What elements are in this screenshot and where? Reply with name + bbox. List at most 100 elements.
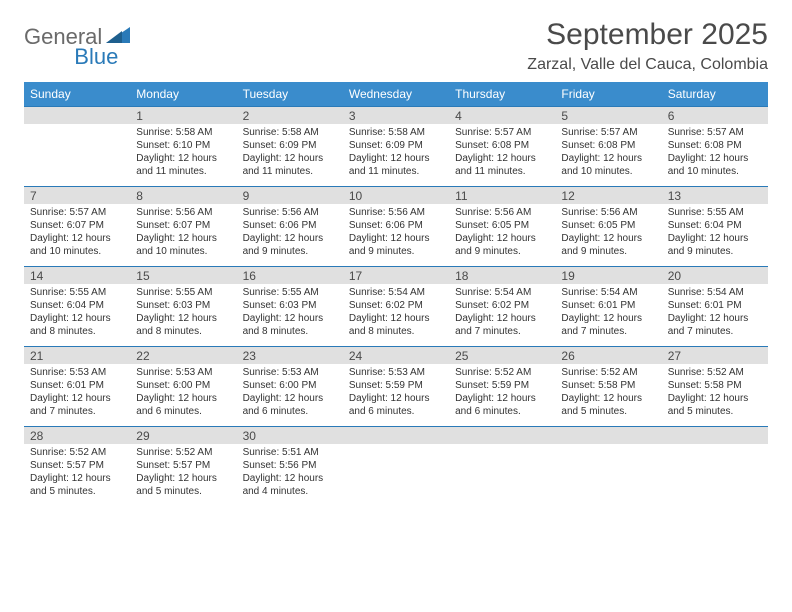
day-details: Sunrise: 5:54 AMSunset: 6:02 PMDaylight:… [449, 284, 555, 346]
day-details: Sunrise: 5:55 AMSunset: 6:04 PMDaylight:… [662, 204, 768, 266]
calendar-day-cell [662, 426, 768, 506]
calendar-day-cell: 23Sunrise: 5:53 AMSunset: 6:00 PMDayligh… [237, 346, 343, 426]
day-number: 21 [24, 346, 130, 364]
day-number-empty [662, 426, 768, 444]
weekday-header-row: SundayMondayTuesdayWednesdayThursdayFrid… [24, 82, 768, 106]
day-number: 24 [343, 346, 449, 364]
day-details: Sunrise: 5:56 AMSunset: 6:06 PMDaylight:… [343, 204, 449, 266]
calendar-week-row: 14Sunrise: 5:55 AMSunset: 6:04 PMDayligh… [24, 266, 768, 346]
day-number: 23 [237, 346, 343, 364]
calendar-day-cell: 5Sunrise: 5:57 AMSunset: 6:08 PMDaylight… [555, 106, 661, 186]
weekday-header: Friday [555, 82, 661, 106]
day-number: 7 [24, 186, 130, 204]
day-details: Sunrise: 5:52 AMSunset: 5:59 PMDaylight:… [449, 364, 555, 426]
day-details: Sunrise: 5:58 AMSunset: 6:09 PMDaylight:… [343, 124, 449, 186]
day-number: 15 [130, 266, 236, 284]
calendar-day-cell: 28Sunrise: 5:52 AMSunset: 5:57 PMDayligh… [24, 426, 130, 506]
calendar-day-cell: 12Sunrise: 5:56 AMSunset: 6:05 PMDayligh… [555, 186, 661, 266]
calendar-day-cell: 30Sunrise: 5:51 AMSunset: 5:56 PMDayligh… [237, 426, 343, 506]
calendar-day-cell: 10Sunrise: 5:56 AMSunset: 6:06 PMDayligh… [343, 186, 449, 266]
calendar-day-cell: 21Sunrise: 5:53 AMSunset: 6:01 PMDayligh… [24, 346, 130, 426]
calendar-body: 1Sunrise: 5:58 AMSunset: 6:10 PMDaylight… [24, 106, 768, 506]
day-details: Sunrise: 5:54 AMSunset: 6:01 PMDaylight:… [555, 284, 661, 346]
day-details: Sunrise: 5:56 AMSunset: 6:07 PMDaylight:… [130, 204, 236, 266]
day-details: Sunrise: 5:52 AMSunset: 5:58 PMDaylight:… [662, 364, 768, 426]
calendar-week-row: 7Sunrise: 5:57 AMSunset: 6:07 PMDaylight… [24, 186, 768, 266]
day-details: Sunrise: 5:53 AMSunset: 6:00 PMDaylight:… [130, 364, 236, 426]
calendar-week-row: 1Sunrise: 5:58 AMSunset: 6:10 PMDaylight… [24, 106, 768, 186]
calendar-day-cell: 7Sunrise: 5:57 AMSunset: 6:07 PMDaylight… [24, 186, 130, 266]
calendar-day-cell: 3Sunrise: 5:58 AMSunset: 6:09 PMDaylight… [343, 106, 449, 186]
day-text-empty [449, 444, 555, 504]
calendar-day-cell: 29Sunrise: 5:52 AMSunset: 5:57 PMDayligh… [130, 426, 236, 506]
calendar-day-cell: 18Sunrise: 5:54 AMSunset: 6:02 PMDayligh… [449, 266, 555, 346]
day-details: Sunrise: 5:57 AMSunset: 6:07 PMDaylight:… [24, 204, 130, 266]
weekday-header: Sunday [24, 82, 130, 106]
day-details: Sunrise: 5:55 AMSunset: 6:04 PMDaylight:… [24, 284, 130, 346]
day-number: 11 [449, 186, 555, 204]
calendar-day-cell [343, 426, 449, 506]
day-number: 14 [24, 266, 130, 284]
day-details: Sunrise: 5:57 AMSunset: 6:08 PMDaylight:… [662, 124, 768, 186]
calendar-day-cell: 24Sunrise: 5:53 AMSunset: 5:59 PMDayligh… [343, 346, 449, 426]
calendar-day-cell: 4Sunrise: 5:57 AMSunset: 6:08 PMDaylight… [449, 106, 555, 186]
day-number: 2 [237, 106, 343, 124]
calendar-week-row: 21Sunrise: 5:53 AMSunset: 6:01 PMDayligh… [24, 346, 768, 426]
day-number: 1 [130, 106, 236, 124]
weekday-header: Wednesday [343, 82, 449, 106]
day-details: Sunrise: 5:53 AMSunset: 6:01 PMDaylight:… [24, 364, 130, 426]
day-text-empty [662, 444, 768, 504]
title-block: September 2025 Zarzal, Valle del Cauca, … [527, 18, 768, 74]
day-details: Sunrise: 5:58 AMSunset: 6:09 PMDaylight:… [237, 124, 343, 186]
day-details: Sunrise: 5:56 AMSunset: 6:06 PMDaylight:… [237, 204, 343, 266]
day-number: 28 [24, 426, 130, 444]
calendar-day-cell: 20Sunrise: 5:54 AMSunset: 6:01 PMDayligh… [662, 266, 768, 346]
calendar-day-cell: 15Sunrise: 5:55 AMSunset: 6:03 PMDayligh… [130, 266, 236, 346]
weekday-header: Monday [130, 82, 236, 106]
day-number: 22 [130, 346, 236, 364]
day-details: Sunrise: 5:58 AMSunset: 6:10 PMDaylight:… [130, 124, 236, 186]
day-number-empty [555, 426, 661, 444]
month-title: September 2025 [527, 18, 768, 52]
day-details: Sunrise: 5:52 AMSunset: 5:58 PMDaylight:… [555, 364, 661, 426]
day-details: Sunrise: 5:51 AMSunset: 5:56 PMDaylight:… [237, 444, 343, 506]
calendar-day-cell: 19Sunrise: 5:54 AMSunset: 6:01 PMDayligh… [555, 266, 661, 346]
day-number: 27 [662, 346, 768, 364]
day-details: Sunrise: 5:57 AMSunset: 6:08 PMDaylight:… [449, 124, 555, 186]
day-number: 6 [662, 106, 768, 124]
day-number: 30 [237, 426, 343, 444]
weekday-header: Thursday [449, 82, 555, 106]
weekday-header: Saturday [662, 82, 768, 106]
day-number: 9 [237, 186, 343, 204]
day-text-empty [24, 124, 130, 184]
day-details: Sunrise: 5:55 AMSunset: 6:03 PMDaylight:… [130, 284, 236, 346]
day-details: Sunrise: 5:53 AMSunset: 5:59 PMDaylight:… [343, 364, 449, 426]
day-number: 25 [449, 346, 555, 364]
day-details: Sunrise: 5:57 AMSunset: 6:08 PMDaylight:… [555, 124, 661, 186]
day-details: Sunrise: 5:53 AMSunset: 6:00 PMDaylight:… [237, 364, 343, 426]
day-details: Sunrise: 5:56 AMSunset: 6:05 PMDaylight:… [449, 204, 555, 266]
calendar-day-cell: 11Sunrise: 5:56 AMSunset: 6:05 PMDayligh… [449, 186, 555, 266]
day-number: 10 [343, 186, 449, 204]
location-text: Zarzal, Valle del Cauca, Colombia [527, 56, 768, 74]
day-number-empty [343, 426, 449, 444]
calendar-day-cell: 25Sunrise: 5:52 AMSunset: 5:59 PMDayligh… [449, 346, 555, 426]
calendar-day-cell: 22Sunrise: 5:53 AMSunset: 6:00 PMDayligh… [130, 346, 236, 426]
day-number: 4 [449, 106, 555, 124]
day-number: 18 [449, 266, 555, 284]
day-number: 17 [343, 266, 449, 284]
day-number: 29 [130, 426, 236, 444]
day-details: Sunrise: 5:54 AMSunset: 6:01 PMDaylight:… [662, 284, 768, 346]
day-number: 16 [237, 266, 343, 284]
day-details: Sunrise: 5:56 AMSunset: 6:05 PMDaylight:… [555, 204, 661, 266]
calendar-day-cell [449, 426, 555, 506]
calendar-week-row: 28Sunrise: 5:52 AMSunset: 5:57 PMDayligh… [24, 426, 768, 506]
calendar-day-cell [24, 106, 130, 186]
header-bar: General Blue September 2025 Zarzal, Vall… [24, 18, 768, 74]
day-number: 5 [555, 106, 661, 124]
logo: General Blue [24, 18, 176, 50]
calendar-day-cell: 27Sunrise: 5:52 AMSunset: 5:58 PMDayligh… [662, 346, 768, 426]
calendar-day-cell: 16Sunrise: 5:55 AMSunset: 6:03 PMDayligh… [237, 266, 343, 346]
day-details: Sunrise: 5:52 AMSunset: 5:57 PMDaylight:… [130, 444, 236, 506]
calendar-day-cell: 13Sunrise: 5:55 AMSunset: 6:04 PMDayligh… [662, 186, 768, 266]
